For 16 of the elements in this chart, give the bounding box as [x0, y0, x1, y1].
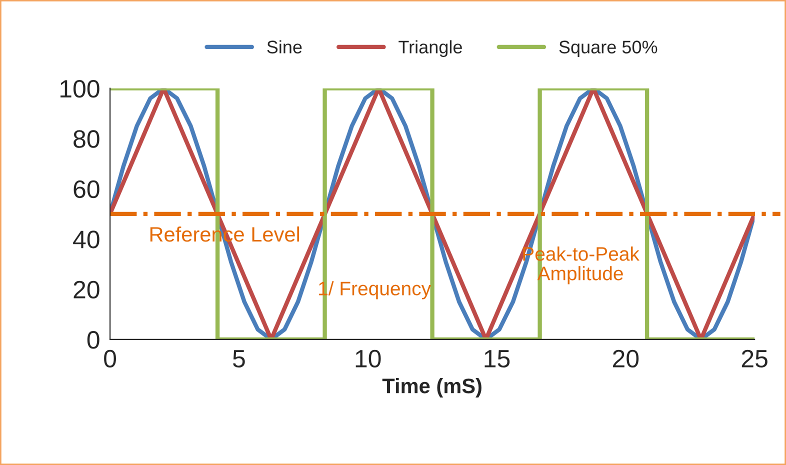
x-axis-title: Time (mS) [382, 378, 482, 398]
y-tick-label: 20 [74, 280, 100, 299]
x-tick-label: 10 [356, 350, 381, 368]
x-tick-label: 5 [232, 350, 245, 368]
y-tick-label: 100 [60, 80, 100, 98]
x-tick-label: 20 [613, 350, 639, 368]
x-tick-label: 0 [104, 350, 116, 368]
y-tick-label: 40 [73, 230, 100, 248]
y-tick-label: 60 [74, 180, 100, 198]
legend-label: Triangle [398, 40, 462, 58]
legend-label: Square 50% [559, 40, 658, 58]
y-tick-label: 0 [87, 331, 100, 349]
x-tick-label: 25 [742, 350, 768, 368]
legend-label: Sine [267, 40, 302, 54]
y-tick-label: 80 [74, 130, 100, 148]
x-tick-label: 15 [484, 350, 510, 368]
